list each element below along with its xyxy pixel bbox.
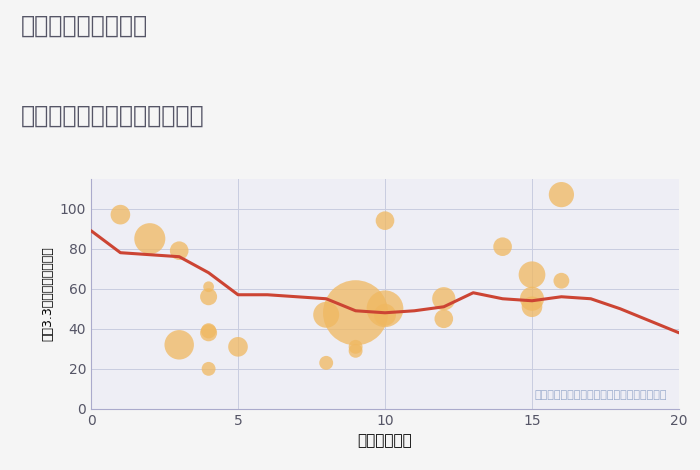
Point (526, 303, 538, 311)
Point (379, 311, 391, 319)
Point (115, 211, 126, 219)
Point (379, 305, 391, 313)
Point (203, 293, 214, 300)
Text: 奈良県橿原市中町の: 奈良県橿原市中町の (21, 14, 148, 38)
Point (203, 365, 214, 373)
Point (321, 359, 332, 367)
Text: 駅距離別中古マンション価格: 駅距離別中古マンション価格 (21, 103, 204, 127)
Point (203, 329, 214, 337)
Point (350, 343, 361, 351)
Point (203, 327, 214, 335)
Point (321, 311, 332, 319)
Y-axis label: 坪（3.3㎡）単価（万円）: 坪（3.3㎡）単価（万円） (41, 246, 54, 341)
Point (379, 217, 391, 224)
Point (350, 309, 361, 316)
Point (526, 271, 538, 279)
X-axis label: 駅距離（分）: 駅距離（分） (358, 433, 412, 448)
Point (350, 347, 361, 354)
Point (556, 277, 567, 284)
Point (556, 191, 567, 198)
Point (438, 295, 449, 303)
Point (203, 283, 214, 290)
Point (174, 341, 185, 349)
Point (526, 295, 538, 303)
Point (232, 343, 244, 351)
Point (497, 243, 508, 251)
Point (438, 315, 449, 322)
Text: 円の大きさは、取引のあった物件面積を示す: 円の大きさは、取引のあった物件面積を示す (535, 390, 667, 400)
Point (144, 235, 155, 243)
Point (174, 247, 185, 254)
